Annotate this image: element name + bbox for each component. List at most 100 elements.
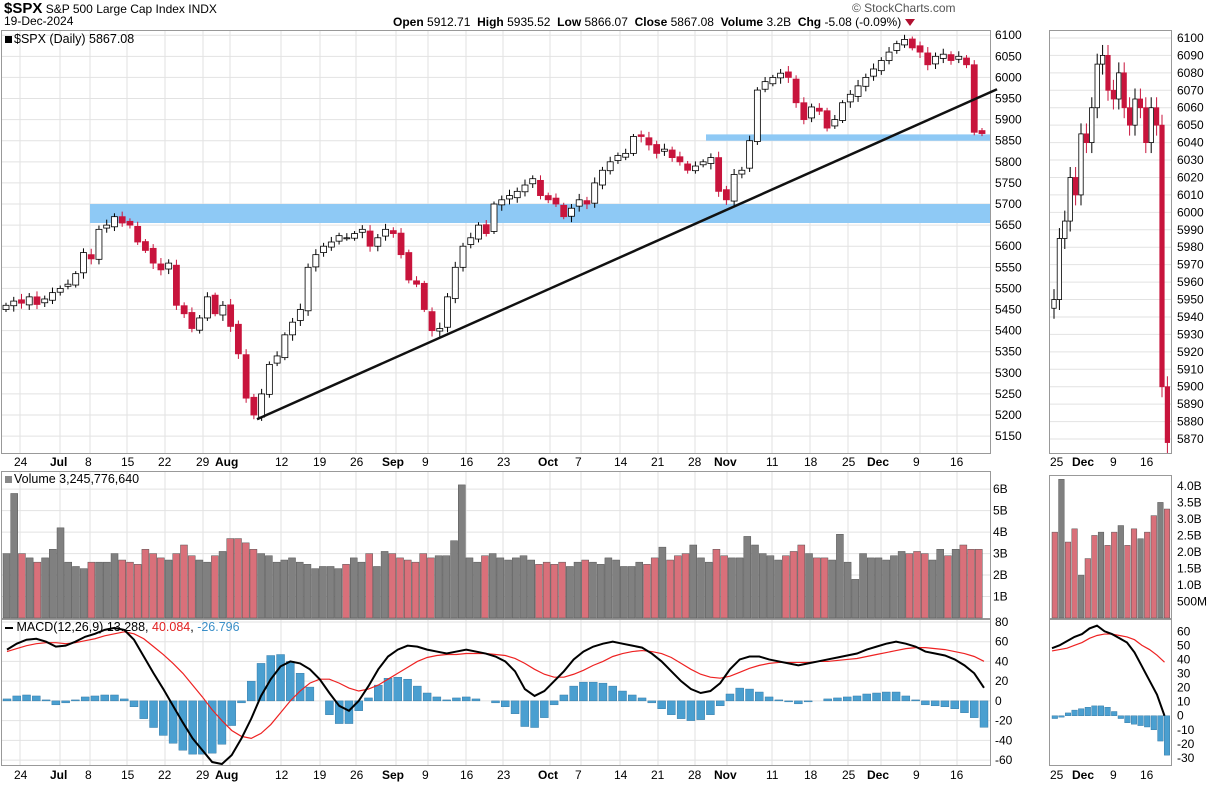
volume-bar [689, 544, 698, 619]
candle-body [606, 161, 614, 172]
macd-histogram-bar [71, 699, 80, 702]
price-x-tick-label: Oct [538, 455, 558, 469]
volume-bar [951, 549, 960, 619]
volume-bar [627, 566, 636, 619]
volume-bar [643, 564, 651, 619]
macd-histogram-bar [530, 700, 539, 728]
price-y-tick-label: 5650 [995, 218, 1022, 232]
macd-histogram-bar [41, 699, 51, 702]
candle-body [289, 321, 297, 336]
intraday-candle-body [1078, 133, 1084, 196]
candle-body [924, 52, 932, 66]
volume-y-tick-label: 3B [993, 547, 1008, 561]
macd-x-tick-label: 8 [85, 768, 92, 782]
volume-bar [874, 557, 883, 619]
volume-bar [612, 559, 620, 619]
candle-body [49, 292, 56, 301]
volume-bar [87, 561, 96, 619]
macd-histogram-bar [696, 700, 705, 720]
volume-bar [921, 553, 929, 619]
macd-x-tick-label: 24 [14, 768, 28, 782]
candle-body [630, 136, 637, 154]
volume-bar [751, 544, 759, 619]
price-x-tick-label: 29 [196, 455, 210, 469]
macd-x-tick-label: 23 [497, 768, 511, 782]
volume-bar [496, 557, 505, 619]
candle-body [126, 220, 134, 226]
macd-histogram-bar [364, 697, 373, 702]
volume-bar [820, 557, 829, 619]
volume-bar [349, 557, 358, 619]
candle-body [142, 241, 149, 251]
volume-bar [743, 536, 752, 619]
candle-body [397, 232, 405, 256]
volume-bar [272, 561, 281, 619]
volume-bar [25, 557, 34, 619]
intraday-y-tick-label: 5990 [1177, 223, 1204, 237]
price-x-tick-label: 11 [766, 455, 779, 469]
price-y-tick-label: 5400 [995, 324, 1022, 338]
volume-y-tick-label: 2B [993, 568, 1008, 582]
volume-bar [257, 553, 265, 619]
candle-body [389, 230, 397, 234]
macd-histogram-bar [872, 692, 881, 702]
candle-body [382, 228, 389, 237]
macd-y-tick-label: 0 [995, 694, 1002, 708]
price-x-tick-label: 12 [275, 455, 289, 469]
intraday-candle-body [1143, 107, 1149, 144]
volume-bar [959, 544, 968, 619]
intraday-candle-body [1062, 220, 1068, 239]
candle-body [963, 57, 970, 66]
candle-body [784, 71, 792, 78]
volume-bar [836, 534, 844, 619]
macd-histogram-bar [149, 700, 158, 728]
intraday-volume-bar [1150, 515, 1157, 619]
candle-body [405, 252, 413, 281]
candle-body [506, 195, 513, 200]
volume-bar [326, 566, 335, 619]
volume-bar [133, 564, 142, 619]
volume-bar [103, 561, 111, 619]
macd-histogram-bar [305, 686, 315, 702]
volume-bar [95, 561, 103, 619]
candle-body [304, 266, 312, 312]
macd-histogram-bar [637, 697, 647, 702]
price-legend: $SPX (Daily) 5867.08 [5, 32, 134, 46]
intraday-macd-y-tick-label: 0 [1177, 709, 1184, 723]
volume-bar [319, 566, 327, 619]
candle-body [939, 53, 947, 59]
candle-body [552, 197, 560, 205]
volume-bar [64, 561, 72, 619]
candle-body [877, 60, 885, 72]
volume-bar [56, 527, 65, 619]
macd-histogram-bar [950, 700, 959, 709]
candle-body [498, 199, 506, 206]
candle-body [583, 200, 591, 205]
candle-body [769, 77, 777, 85]
price-x-tick-label: 23 [497, 455, 511, 469]
price-x-tick-label: 21 [651, 455, 665, 469]
candle-body [250, 396, 258, 416]
macd-histogram-bar [676, 700, 686, 719]
macd-histogram-bar [784, 700, 793, 703]
intraday-macd-histogram-bar [1137, 715, 1144, 726]
price-y-tick-label: 5950 [995, 92, 1022, 106]
macd-x-tick-label: 12 [275, 768, 289, 782]
candle-body [808, 106, 815, 119]
candle-body [413, 280, 420, 285]
macd-histogram-bar [491, 700, 500, 704]
macd-histogram-bar [471, 698, 481, 702]
intraday-candle-body [1105, 55, 1111, 91]
macd-histogram-bar [217, 700, 227, 745]
intraday-y-tick-label: 5880 [1177, 415, 1204, 429]
volume-bar [164, 559, 173, 619]
candle-body [738, 169, 746, 175]
macd-x-tick-label: Sep [382, 768, 404, 782]
intraday-y-tick-label: 6100 [1177, 31, 1204, 45]
volume-bar [79, 568, 88, 619]
macd-x-tick-label: 9 [913, 768, 920, 782]
intraday-macd-histogram-bar [1097, 705, 1104, 716]
macd-histogram-bar [286, 661, 295, 702]
intraday-volume-bar [1078, 574, 1085, 619]
volume-bar [388, 553, 397, 619]
